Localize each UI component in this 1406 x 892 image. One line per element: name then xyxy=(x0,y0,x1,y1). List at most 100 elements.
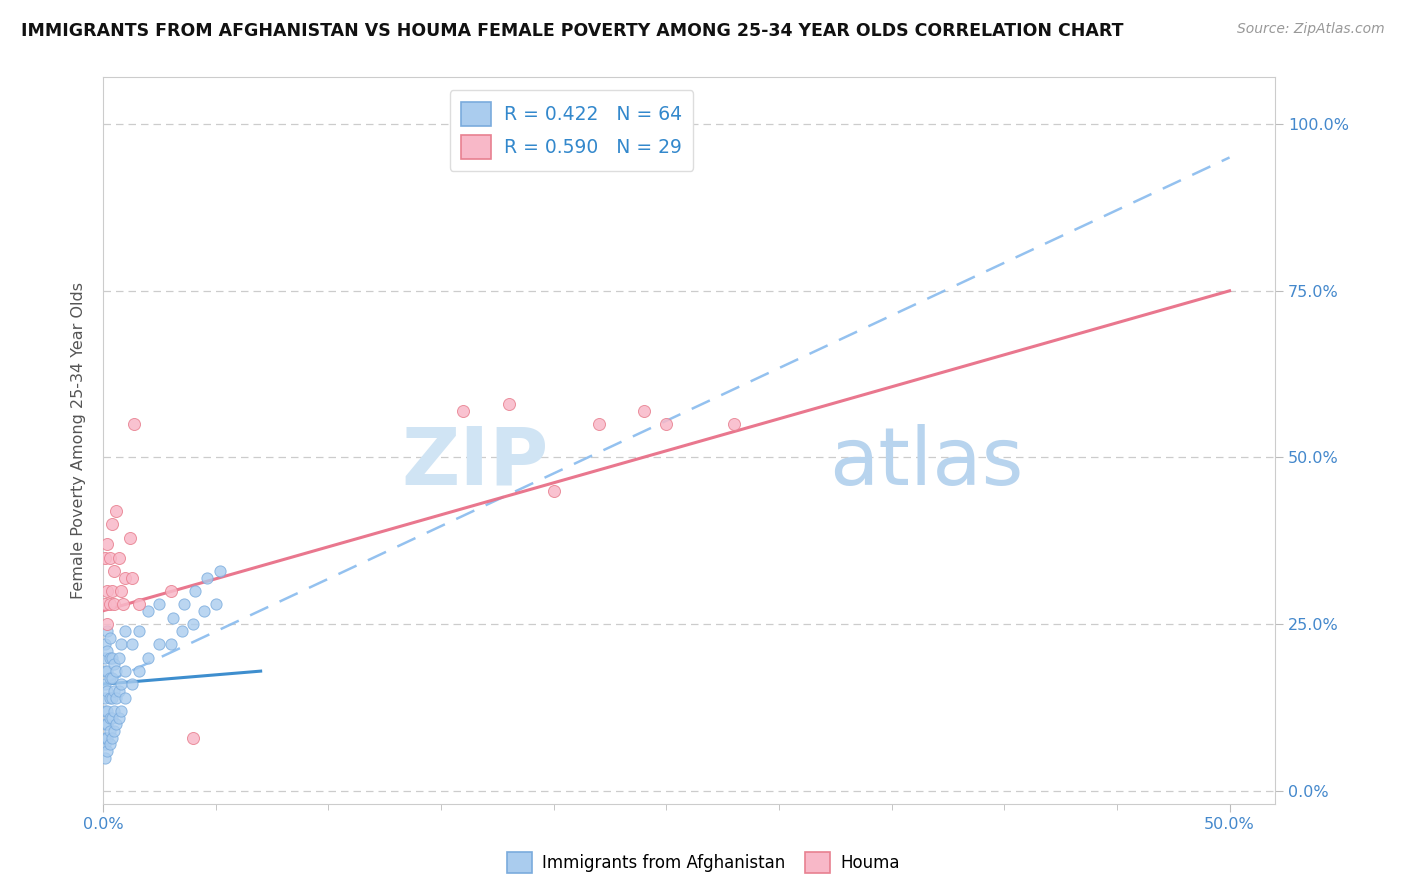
Point xyxy=(96,717,118,731)
Point xyxy=(107,684,129,698)
Point xyxy=(121,570,143,584)
Point xyxy=(159,637,181,651)
Point xyxy=(110,704,132,718)
Point xyxy=(121,677,143,691)
Point xyxy=(170,624,193,638)
Point xyxy=(107,650,129,665)
Point xyxy=(103,684,125,698)
Point xyxy=(101,517,124,532)
Point xyxy=(101,583,124,598)
Point xyxy=(128,624,150,638)
Legend: R = 0.422   N = 64, R = 0.590   N = 29: R = 0.422 N = 64, R = 0.590 N = 29 xyxy=(450,90,693,170)
Point xyxy=(94,690,117,705)
Point xyxy=(105,504,128,518)
Point xyxy=(118,531,141,545)
Point xyxy=(112,597,135,611)
Point xyxy=(136,650,159,665)
Point xyxy=(184,583,207,598)
Point xyxy=(655,417,678,432)
Text: atlas: atlas xyxy=(830,424,1024,501)
Legend: Immigrants from Afghanistan, Houma: Immigrants from Afghanistan, Houma xyxy=(501,846,905,880)
Point xyxy=(103,564,125,578)
Point xyxy=(103,704,125,718)
Point xyxy=(98,690,121,705)
Point xyxy=(124,417,146,432)
Point xyxy=(114,690,136,705)
Point xyxy=(101,650,124,665)
Text: Source: ZipAtlas.com: Source: ZipAtlas.com xyxy=(1237,22,1385,37)
Point xyxy=(98,631,121,645)
Point xyxy=(94,650,117,665)
Point xyxy=(101,671,124,685)
Point xyxy=(98,723,121,738)
Point xyxy=(173,597,195,611)
Point xyxy=(128,664,150,678)
Point xyxy=(105,690,128,705)
Point xyxy=(103,723,125,738)
Point xyxy=(94,731,117,745)
Point xyxy=(96,731,118,745)
Point xyxy=(94,550,117,565)
Point xyxy=(94,597,117,611)
Point xyxy=(195,570,218,584)
Point xyxy=(162,610,184,624)
Point xyxy=(103,597,125,611)
Point xyxy=(94,737,117,751)
Point xyxy=(498,397,520,411)
Point xyxy=(98,671,121,685)
Point xyxy=(204,597,226,611)
Point xyxy=(136,604,159,618)
Point xyxy=(114,664,136,678)
Point xyxy=(633,404,655,418)
Point xyxy=(94,637,117,651)
Point xyxy=(98,597,121,611)
Text: IMMIGRANTS FROM AFGHANISTAN VS HOUMA FEMALE POVERTY AMONG 25-34 YEAR OLDS CORREL: IMMIGRANTS FROM AFGHANISTAN VS HOUMA FEM… xyxy=(21,22,1123,40)
Point xyxy=(193,604,215,618)
Point xyxy=(98,650,121,665)
Point xyxy=(96,624,118,638)
Point xyxy=(94,677,117,691)
Point xyxy=(543,483,565,498)
Point xyxy=(101,690,124,705)
Text: ZIP: ZIP xyxy=(401,424,548,501)
Point xyxy=(96,644,118,658)
Point xyxy=(96,704,118,718)
Point xyxy=(114,624,136,638)
Point xyxy=(96,617,118,632)
Point xyxy=(105,717,128,731)
Point xyxy=(96,744,118,758)
Point xyxy=(98,550,121,565)
Point xyxy=(588,417,610,432)
Point xyxy=(103,657,125,672)
Point xyxy=(105,664,128,678)
Point xyxy=(121,637,143,651)
Point xyxy=(128,597,150,611)
Point xyxy=(110,637,132,651)
Point xyxy=(94,750,117,764)
Point xyxy=(96,537,118,551)
Point xyxy=(110,677,132,691)
Point xyxy=(107,710,129,724)
Point xyxy=(181,731,204,745)
Point xyxy=(94,664,117,678)
Point xyxy=(148,637,170,651)
Point xyxy=(96,684,118,698)
Point xyxy=(98,737,121,751)
Point xyxy=(148,597,170,611)
Point xyxy=(98,710,121,724)
Point xyxy=(101,731,124,745)
Point xyxy=(96,583,118,598)
Point xyxy=(96,664,118,678)
Point xyxy=(181,617,204,632)
Point xyxy=(107,550,129,565)
Point xyxy=(114,570,136,584)
Point xyxy=(723,417,745,432)
Point xyxy=(94,717,117,731)
Point xyxy=(110,583,132,598)
Point xyxy=(453,404,475,418)
Point xyxy=(101,710,124,724)
Point xyxy=(94,704,117,718)
Point xyxy=(209,564,232,578)
Y-axis label: Female Poverty Among 25-34 Year Olds: Female Poverty Among 25-34 Year Olds xyxy=(72,283,86,599)
Point xyxy=(159,583,181,598)
